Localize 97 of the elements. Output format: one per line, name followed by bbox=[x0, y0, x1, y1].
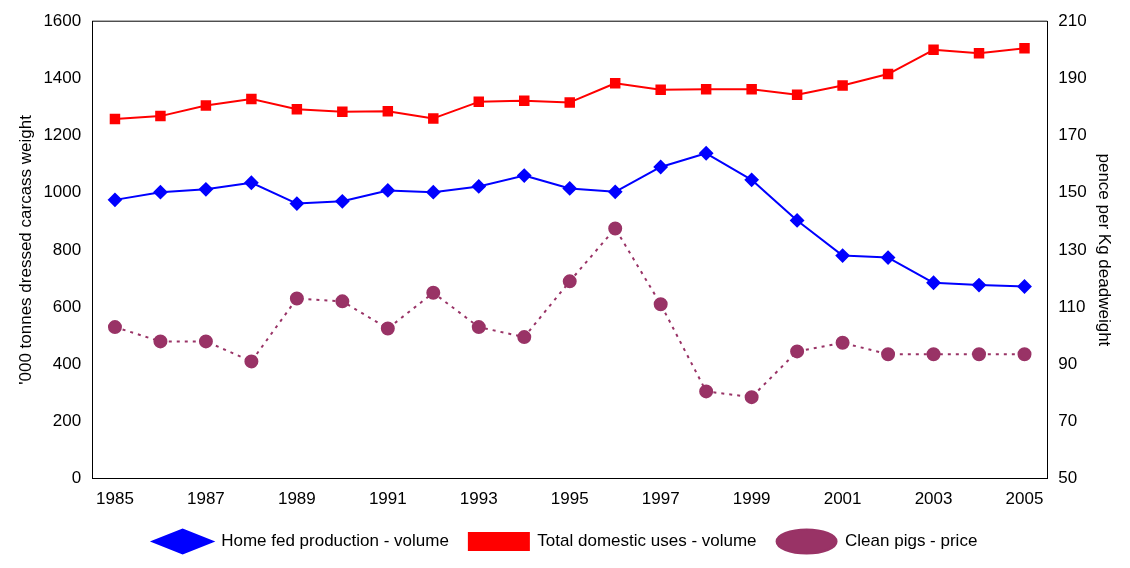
point bbox=[562, 181, 577, 196]
y2-tick-label: 190 bbox=[1058, 68, 1087, 88]
point bbox=[198, 182, 213, 197]
point bbox=[835, 335, 850, 350]
point bbox=[382, 106, 394, 117]
point bbox=[1019, 43, 1030, 54]
point bbox=[426, 185, 441, 200]
point bbox=[473, 96, 485, 108]
y-tick-label: 600 bbox=[52, 296, 82, 316]
point bbox=[653, 297, 668, 312]
y2-tick-label: 50 bbox=[1058, 468, 1078, 488]
x-tick-label: 1985 bbox=[96, 489, 134, 509]
point bbox=[109, 113, 121, 125]
y2-tick-label: 90 bbox=[1058, 353, 1078, 373]
y-tick-label: 1200 bbox=[43, 125, 82, 145]
point bbox=[471, 320, 486, 335]
y-axis-title: '000 tonnes dressed carcass weight bbox=[15, 114, 35, 385]
point bbox=[1017, 347, 1032, 362]
y2-tick-label: 110 bbox=[1058, 296, 1086, 316]
point bbox=[837, 80, 848, 91]
point bbox=[881, 250, 896, 265]
y2-tick-label: 170 bbox=[1058, 125, 1087, 145]
point bbox=[609, 77, 621, 89]
point bbox=[380, 321, 395, 336]
y-tick-label: 1600 bbox=[43, 10, 82, 30]
point bbox=[471, 179, 486, 194]
point bbox=[335, 294, 350, 309]
point bbox=[200, 100, 212, 111]
legend-label: Total domestic uses - volume bbox=[537, 531, 757, 551]
point bbox=[517, 330, 532, 345]
point bbox=[107, 192, 122, 207]
point bbox=[973, 47, 985, 59]
y-tick-label: 200 bbox=[52, 411, 82, 431]
y2-tick-label: 210 bbox=[1058, 10, 1087, 30]
point bbox=[517, 168, 532, 183]
point bbox=[926, 275, 941, 290]
point bbox=[608, 184, 623, 199]
x-tick-label: 1989 bbox=[277, 489, 316, 509]
y-tick-label: 1400 bbox=[43, 68, 82, 88]
point bbox=[426, 285, 441, 300]
y2-tick-label: 70 bbox=[1058, 411, 1078, 431]
point bbox=[972, 278, 987, 293]
point bbox=[380, 183, 395, 198]
point bbox=[699, 384, 714, 399]
y-tick-label: 800 bbox=[52, 239, 82, 259]
point bbox=[655, 84, 666, 96]
point bbox=[700, 84, 712, 95]
point bbox=[835, 248, 850, 263]
legend-label: Clean pigs - price bbox=[845, 531, 978, 551]
point bbox=[790, 344, 805, 359]
point bbox=[744, 390, 759, 405]
point bbox=[291, 104, 303, 115]
point bbox=[155, 110, 166, 122]
x-tick-label: 2005 bbox=[1005, 489, 1044, 509]
point bbox=[337, 106, 348, 118]
point bbox=[1017, 279, 1032, 294]
y-tick-label: 0 bbox=[71, 468, 82, 488]
point bbox=[882, 68, 894, 80]
point bbox=[972, 347, 987, 362]
point bbox=[928, 44, 939, 56]
y-tick-label: 400 bbox=[52, 353, 82, 373]
point bbox=[653, 160, 668, 174]
point bbox=[926, 347, 941, 362]
y-tick-label: 1000 bbox=[43, 182, 82, 202]
x-tick-label: 1987 bbox=[187, 489, 225, 509]
point bbox=[519, 95, 530, 106]
x-tick-label: 1991 bbox=[368, 489, 407, 509]
point bbox=[246, 93, 257, 105]
y2-tick-label: 150 bbox=[1058, 182, 1087, 202]
point bbox=[289, 196, 304, 211]
y2-tick-label: 130 bbox=[1058, 239, 1087, 259]
point bbox=[790, 213, 805, 228]
point bbox=[153, 185, 168, 200]
point bbox=[744, 172, 759, 187]
point bbox=[244, 354, 259, 369]
point bbox=[198, 334, 213, 349]
point bbox=[107, 320, 122, 335]
point bbox=[746, 84, 757, 95]
point bbox=[562, 274, 577, 289]
point bbox=[428, 113, 439, 124]
point bbox=[881, 347, 896, 362]
point bbox=[289, 291, 304, 306]
point bbox=[335, 194, 350, 209]
x-tick-label: 2003 bbox=[914, 489, 953, 509]
point bbox=[153, 334, 168, 349]
x-tick-label: 1999 bbox=[732, 489, 771, 509]
point bbox=[699, 146, 714, 161]
y2-axis-title: pence per Kg deadweight bbox=[1095, 153, 1115, 347]
x-tick-label: 1997 bbox=[641, 489, 680, 509]
point bbox=[608, 221, 623, 236]
x-tick-label: 1993 bbox=[459, 489, 498, 509]
x-tick-label: 2001 bbox=[823, 489, 862, 509]
legend-label: Home fed production - volume bbox=[221, 531, 449, 551]
x-tick-label: 1995 bbox=[550, 489, 589, 509]
point bbox=[244, 175, 259, 190]
point bbox=[564, 97, 575, 108]
point bbox=[791, 89, 803, 100]
